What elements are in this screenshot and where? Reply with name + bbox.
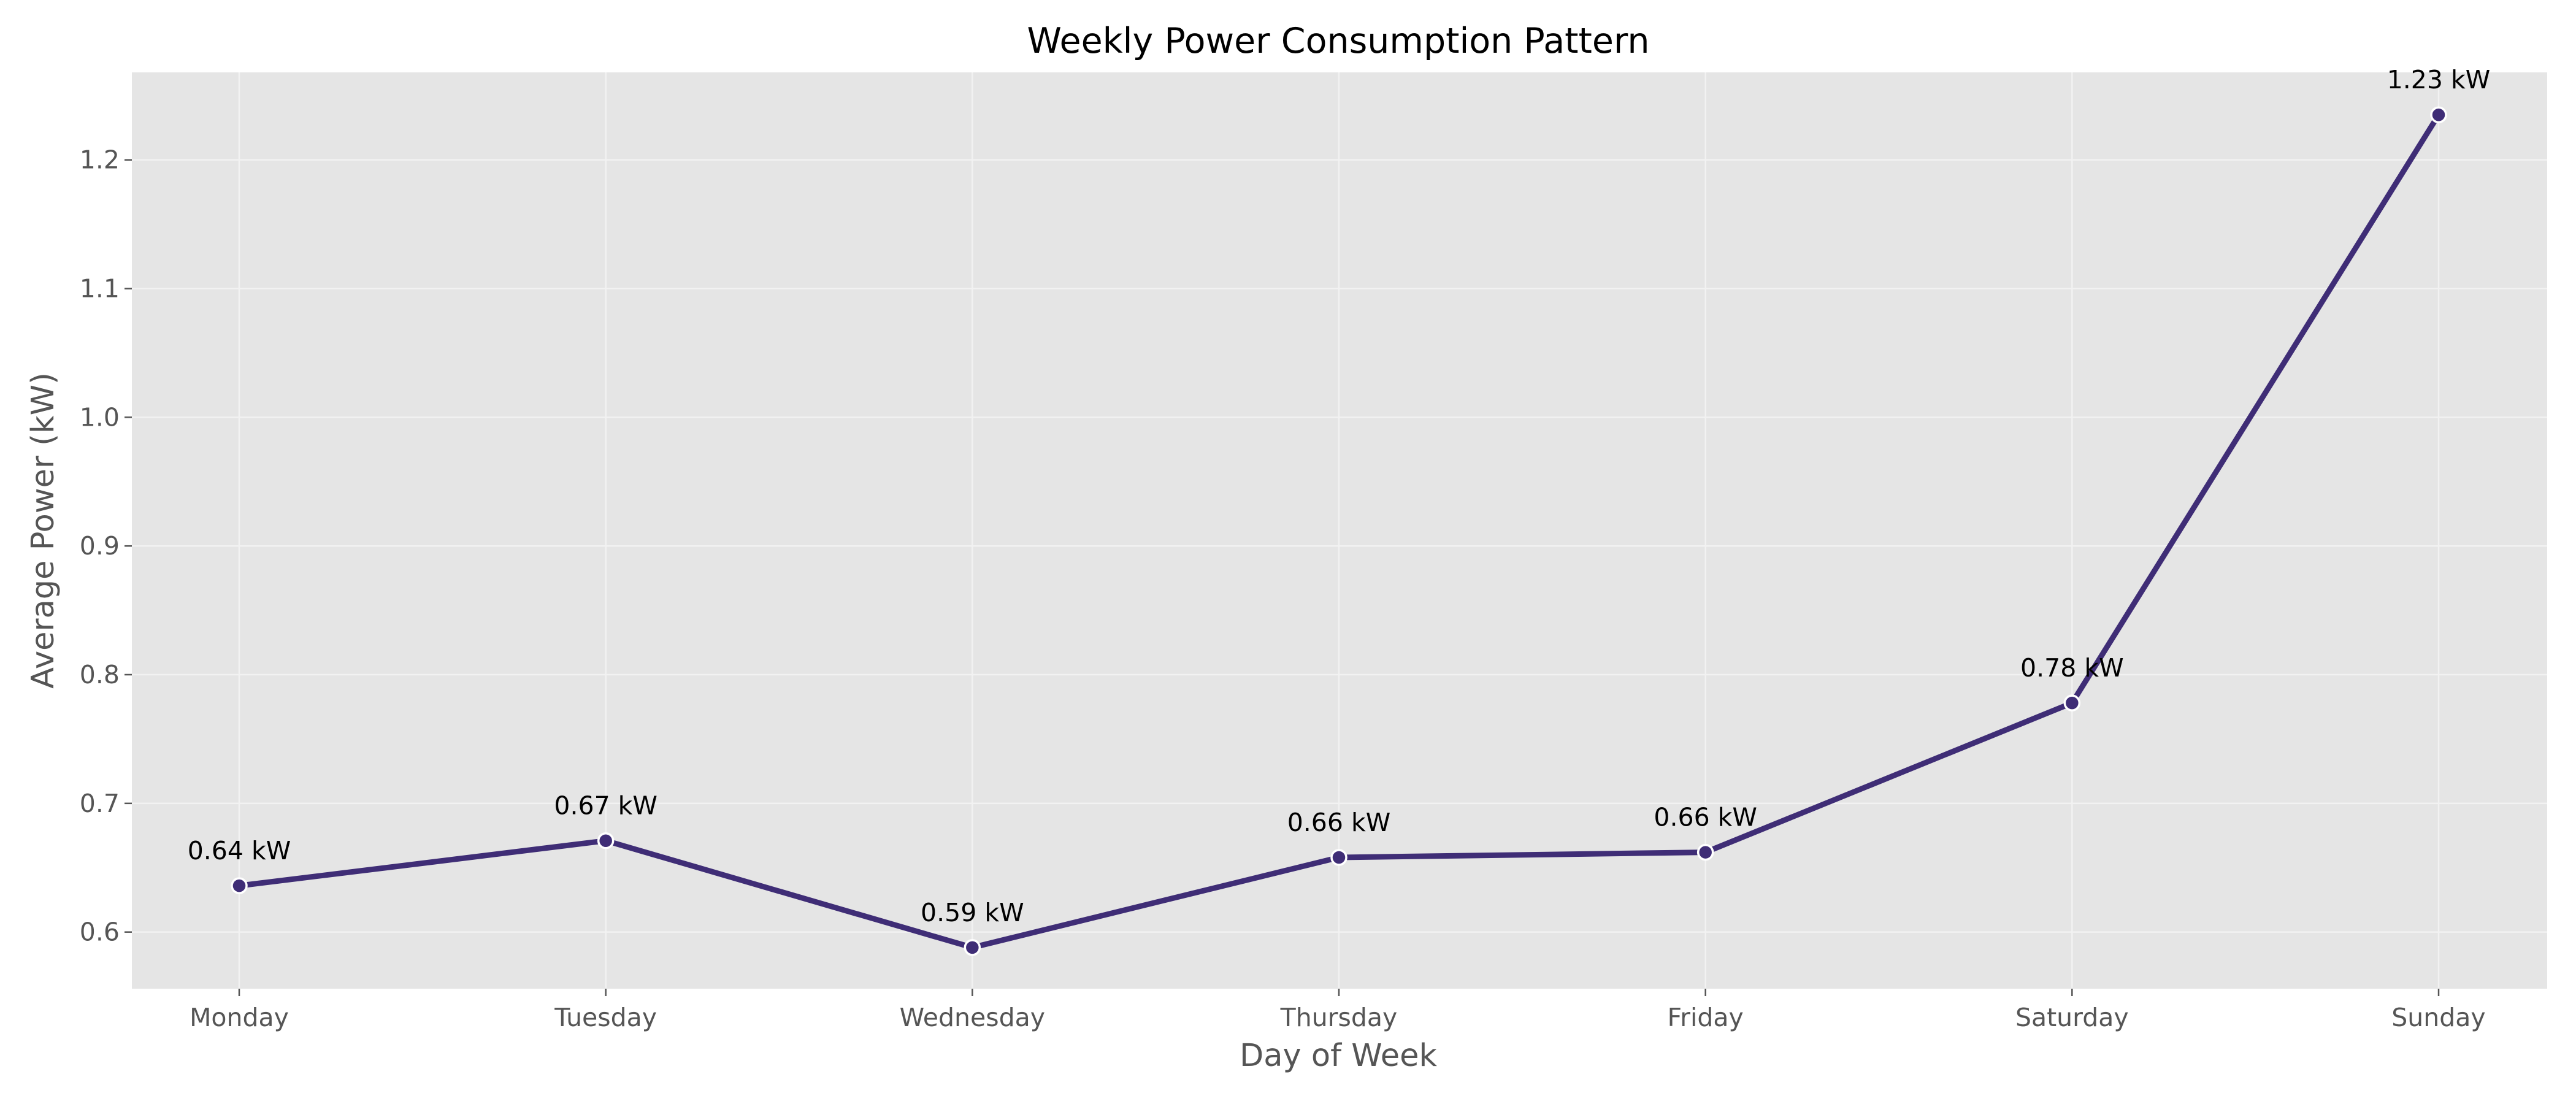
data-point	[1696, 843, 1714, 861]
x-tick-label: Monday	[190, 1003, 289, 1032]
y-tick-label: 1.0	[80, 402, 120, 432]
grid-lines	[132, 72, 2547, 989]
data-point	[964, 939, 981, 956]
x-tick-label: Wednesday	[900, 1003, 1045, 1032]
x-tick-label: Tuesday	[554, 1003, 657, 1032]
data-label: 0.78 kW	[2020, 653, 2124, 683]
data-point	[597, 832, 615, 849]
x-axis-title: Day of Week	[1240, 1038, 1437, 1074]
x-tick-label: Friday	[1668, 1003, 1744, 1032]
data-label: 0.66 kW	[1287, 808, 1391, 837]
data-label: 0.59 kW	[921, 898, 1024, 927]
data-labels: 0.64 kW 0.67 kW 0.59 kW 0.66 kW 0.66 kW 0.78 …	[188, 65, 2491, 927]
x-tick-label: Thursday	[1280, 1003, 1398, 1032]
y-axis-title: Average Power (kW)	[25, 372, 61, 689]
data-label: 0.66 kW	[1654, 803, 1757, 832]
chart-title: Weekly Power Consumption Pattern	[1027, 21, 1649, 61]
y-tick-label: 1.2	[80, 145, 120, 175]
y-tick-label: 0.7	[80, 789, 120, 818]
data-point	[1330, 849, 1347, 866]
data-label: 0.67 kW	[554, 791, 657, 821]
x-tick-label: Sunday	[2391, 1003, 2485, 1032]
y-tick-label: 0.6	[80, 918, 120, 947]
data-point	[231, 877, 248, 894]
data-point	[2063, 694, 2081, 711]
y-tick-label: 0.8	[80, 660, 120, 689]
y-tick-label: 1.1	[80, 274, 120, 304]
y-tick-label: 0.9	[80, 531, 120, 561]
data-point	[2430, 106, 2447, 123]
y-axis-ticks: 0.6 0.7 0.8 0.9 1.0 1.1 1.2	[80, 145, 132, 947]
data-label: 1.23 kW	[2387, 65, 2491, 94]
x-axis-ticks: Monday Tuesday Wednesday Thursday Friday Satu…	[190, 989, 2486, 1032]
x-tick-label: Saturday	[2015, 1003, 2129, 1032]
series-layer	[231, 106, 2447, 956]
data-label: 0.64 kW	[188, 836, 291, 865]
